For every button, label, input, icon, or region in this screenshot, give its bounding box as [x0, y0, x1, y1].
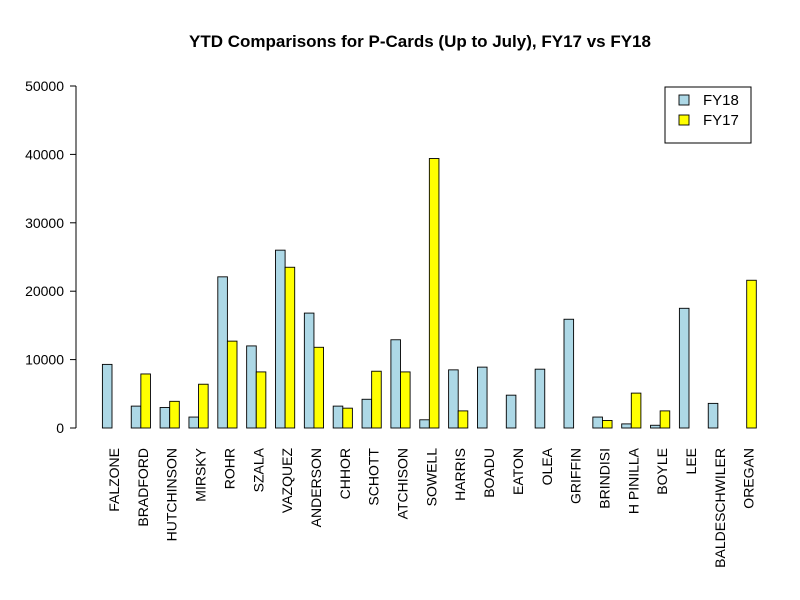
y-axis: 0 10000 20000 30000 40000 50000	[25, 78, 77, 436]
x-tick-label: SOWELL	[423, 448, 439, 507]
bar-fy18-olea	[534, 368, 546, 429]
legend-box	[664, 86, 752, 144]
x-tick-label: EATON	[510, 448, 526, 495]
x-tick-label: BOADU	[481, 448, 497, 498]
bar-fy17-vazquez	[284, 266, 296, 429]
legend-swatch-fy18	[678, 94, 690, 106]
x-tick-label: ANDERSON	[308, 448, 324, 527]
x-tick-label: BOYLE	[654, 448, 670, 495]
bar-fy17-atchison	[400, 371, 411, 429]
bar-fy18-hutchinson	[159, 407, 171, 429]
bar-fy18-brindisi	[592, 416, 603, 429]
bar-fy17-harris	[457, 410, 469, 429]
x-tick-label: OLEA	[539, 447, 555, 485]
x-tick-label: VAZQUEZ	[279, 448, 295, 514]
x-tick-label: BALDESCHWILER	[712, 448, 728, 568]
x-tick-label: MIRSKY	[193, 447, 209, 501]
bar-fy18-chhor	[332, 405, 344, 429]
bar-fy18-schott	[361, 398, 373, 429]
x-tick-label: SCHOTT	[366, 448, 382, 506]
bar-fy18-atchison	[390, 339, 401, 429]
bar-fy17-brindisi	[602, 420, 613, 429]
x-tick-label: HARRIS	[452, 448, 468, 501]
bar-fy18-boadu	[477, 366, 488, 429]
x-tick-label: BRADFORD	[135, 448, 151, 527]
bar-fy17-anderson	[313, 346, 325, 429]
x-tick-label: ROHR	[221, 448, 237, 489]
bar-fy18-griffin	[563, 318, 575, 429]
bar-fy17-schott	[371, 370, 382, 429]
bar-fy17-hutchinson	[169, 400, 180, 429]
legend-swatch-fy17	[678, 114, 690, 126]
bar-fy18-bradford	[130, 405, 142, 429]
bar-fy17-chhor	[342, 407, 353, 429]
x-tick-label: LEE	[683, 448, 699, 474]
bar-fy17-bradford	[140, 373, 151, 429]
bar-fy18-harris	[448, 369, 459, 429]
x-tick-label: FALZONE	[106, 448, 122, 512]
bar-fy18-rohr	[217, 276, 228, 429]
legend-label-fy17: FY17	[703, 112, 739, 129]
x-axis-labels: FALZONE BRADFORD HUTCHINSON MIRSKY ROHR SZALA…	[106, 447, 757, 567]
bar-fy18-h-pinilla	[621, 423, 632, 429]
bar-fy18-boyle	[650, 424, 661, 429]
bar-fy18-mirsky	[188, 416, 199, 429]
x-tick-label: BRINDISI	[596, 448, 612, 509]
x-tick-label: HUTCHINSON	[164, 448, 180, 541]
x-tick-label: GRIFFIN	[568, 448, 584, 504]
y-tick-label: 40000	[25, 146, 64, 162]
bar-fy18-anderson	[303, 312, 315, 429]
bar-fy18-szala	[246, 345, 257, 429]
x-tick-label: OREGAN	[741, 448, 757, 509]
y-tick-label: 50000	[25, 78, 64, 94]
y-tick-label: 0	[56, 420, 64, 436]
bar-fy18-vazquez	[275, 249, 286, 429]
bar-fy17-boyle	[659, 410, 671, 429]
bar-fy17-oregan	[746, 279, 757, 429]
y-tick-label: 30000	[25, 215, 64, 231]
x-tick-label: H PINILLA	[625, 447, 641, 514]
bar-fy17-szala	[255, 371, 267, 429]
bar-fy17-sowell	[428, 158, 440, 429]
bar-fy18-eaton	[505, 394, 517, 429]
bar-fy18-lee	[678, 307, 690, 429]
x-tick-label: ATCHISON	[395, 448, 411, 519]
legend: FY18 FY17	[664, 86, 752, 144]
bar-fy18-sowell	[419, 419, 430, 429]
bar-fy17-rohr	[226, 340, 238, 429]
bar-fy17-h-pinilla	[630, 392, 642, 429]
x-tick-label: SZALA	[250, 447, 266, 492]
y-tick-label: 20000	[25, 283, 64, 299]
x-tick-label: CHHOR	[337, 448, 353, 499]
bar-fy18-falzone	[101, 363, 113, 429]
chart-title: YTD Comparisons for P-Cards (Up to July)…	[189, 32, 651, 51]
bar-fy17-mirsky	[198, 383, 209, 429]
bar-fy18-baldeschwiler	[707, 402, 719, 429]
bars	[101, 158, 757, 429]
legend-label-fy18: FY18	[703, 92, 739, 109]
y-tick-label: 10000	[25, 352, 64, 368]
